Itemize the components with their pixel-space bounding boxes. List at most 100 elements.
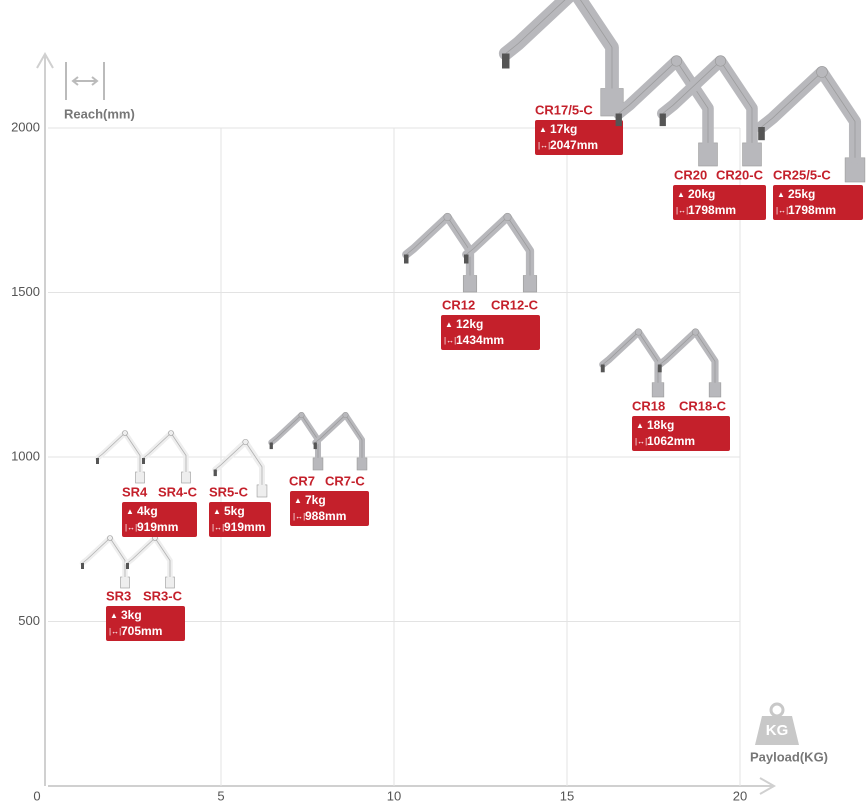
payload-icon: ▲ [294, 496, 302, 505]
model-name: CR12-C [491, 297, 539, 312]
reach-label: 919mm [137, 520, 178, 534]
payload-label: 20kg [688, 187, 715, 201]
spec-box [441, 315, 540, 350]
reach-label: 1434mm [456, 333, 504, 347]
robot-joint [168, 430, 174, 436]
reach-icon: |↔| [676, 206, 688, 215]
model-name: CR18-C [679, 398, 727, 413]
robot-tool [269, 442, 273, 450]
payload-label: 18kg [647, 418, 674, 432]
reach-icon: |↔| [776, 206, 788, 215]
robot-group [79, 535, 175, 589]
reach-icon: |↔| [538, 141, 550, 150]
robot-joint [242, 438, 249, 446]
spec-box [535, 120, 623, 155]
robot-tool [600, 364, 605, 373]
y-tick-label: 1500 [11, 284, 40, 299]
reach-icon: |↔| [444, 336, 456, 345]
model-name: SR4-C [158, 484, 198, 499]
reach-label: 919mm [224, 520, 265, 534]
robot-group [94, 430, 191, 484]
payload-icon: ▲ [126, 507, 134, 516]
model-name: CR18 [632, 398, 665, 413]
x-axis-arrow [48, 777, 777, 795]
robot-joint [443, 212, 452, 222]
reach-icon: |↔| [109, 627, 121, 636]
model-name: CR7-C [325, 473, 365, 488]
reach-label: 1062mm [647, 434, 695, 448]
x-tick-label: 5 [217, 788, 224, 802]
x-tick-label: 20 [733, 788, 747, 802]
payload-icon: ▲ [677, 190, 685, 199]
robot-arm-edge [406, 216, 471, 276]
robot-arm-edge [215, 441, 263, 485]
robot-arm-edge [143, 432, 187, 472]
payload-icon: ▲ [539, 125, 547, 134]
payload-label: 12kg [456, 317, 483, 331]
payload-label: 4kg [137, 504, 158, 518]
payload-icon: ▲ [636, 421, 644, 430]
payload-label: 25kg [788, 187, 815, 201]
robot-tool [313, 442, 317, 450]
spec-box [106, 606, 185, 641]
payload-icon: ▲ [110, 611, 118, 620]
spec-box [122, 502, 197, 537]
robot-arm-edge [315, 414, 363, 458]
svg-text:KG: KG [766, 722, 789, 739]
model-name: CR17/5-C [535, 102, 593, 117]
model-name: SR3 [106, 588, 131, 603]
payload-label: 17kg [550, 122, 577, 136]
robot-tool [502, 53, 510, 69]
payload-icon: ▲ [445, 320, 453, 329]
robot-tool [81, 563, 84, 569]
spec-box [773, 185, 863, 220]
robot-group [498, 0, 624, 117]
robot-joint [816, 66, 828, 78]
robot-arm-edge [97, 432, 141, 472]
robot-joint [691, 328, 700, 336]
x-axis-title: Payload(KG) [750, 749, 828, 764]
reach-icon [65, 62, 105, 100]
robot-arm [498, 0, 619, 96]
model-name: SR5-C [209, 484, 249, 499]
robot-arm-edge [659, 331, 716, 383]
robot-joint [503, 212, 512, 222]
reach-label: 1798mm [688, 203, 736, 217]
model-name: CR20-C [716, 167, 764, 182]
robot-joint [670, 55, 683, 67]
robot-arm-edge [618, 60, 709, 143]
reach-label: 1798mm [788, 203, 836, 217]
robot-group [755, 65, 866, 183]
robot-tool [96, 458, 99, 464]
robot-tool [213, 469, 217, 477]
reach-icon: |↔| [293, 512, 305, 521]
robot-tool [126, 563, 129, 569]
payload-label: 5kg [224, 504, 245, 518]
robot-tool [657, 364, 662, 373]
robot-arm-edge [127, 537, 171, 577]
robot-arm-edge [505, 0, 613, 89]
reach-label: 2047mm [550, 138, 598, 152]
robot-joint [634, 328, 643, 336]
y-tick-label: 500 [18, 613, 40, 628]
robot-tool [142, 458, 145, 464]
y-axis-arrow [36, 51, 54, 786]
payload-icon: ▲ [213, 507, 221, 516]
robot-joint [122, 430, 128, 436]
robot-tool [615, 113, 622, 127]
reach-icon: |↔| [212, 523, 224, 532]
reach-label: 705mm [121, 624, 162, 638]
robot-arm-edge [466, 216, 531, 276]
y-tick-label: 2000 [11, 119, 40, 134]
robot-joint [714, 55, 727, 67]
robot-arm-edge [761, 71, 856, 158]
robot-joint [342, 411, 349, 419]
model-name: SR3-C [143, 588, 183, 603]
robot-group [268, 411, 368, 471]
payload-label: 3kg [121, 608, 142, 622]
robot-joint [107, 535, 113, 541]
robot-tool [464, 254, 469, 264]
model-name: CR20 [674, 167, 707, 182]
payload-icon: ▲ [777, 190, 785, 199]
